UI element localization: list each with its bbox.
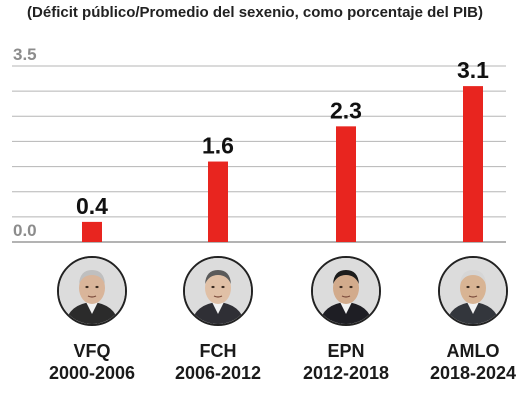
- data-label-amlo: 3.1: [457, 57, 489, 83]
- data-label-fch: 1.6: [202, 133, 234, 159]
- category-period: 2018-2024: [429, 363, 517, 383]
- category-label-fch: FCH 2006-2012: [163, 340, 273, 384]
- category-label-amlo: AMLO 2018-2024: [418, 340, 528, 384]
- category-name: VFQ: [73, 341, 111, 361]
- category-period: 2006-2012: [174, 363, 262, 383]
- y-tick-label: 0.0: [13, 221, 37, 240]
- bar-amlo: [463, 86, 483, 242]
- photo-amlo: [438, 256, 508, 326]
- data-label-epn: 2.3: [330, 97, 362, 123]
- bar-vfq: [82, 221, 102, 242]
- category-name: AMLO: [446, 341, 500, 361]
- category-label-epn: EPN 2012-2018: [291, 340, 401, 384]
- bar-epn: [336, 126, 356, 242]
- chart-subtitle: (Déficit público/Promedio del sexenio, c…: [27, 4, 483, 21]
- y-tick-label: 3.5: [13, 45, 37, 64]
- photo-epn: [311, 256, 381, 326]
- photo-vfq: [57, 256, 127, 326]
- category-name: FCH: [199, 341, 237, 361]
- category-name: EPN: [327, 341, 365, 361]
- category-period: 2012-2018: [302, 363, 390, 383]
- data-label-vfq: 0.4: [76, 193, 108, 219]
- photo-fch: [183, 256, 253, 326]
- category-period: 2000-2006: [48, 363, 136, 383]
- category-label-vfq: VFQ 2000-2006: [37, 340, 147, 384]
- bar-fch: [208, 161, 228, 242]
